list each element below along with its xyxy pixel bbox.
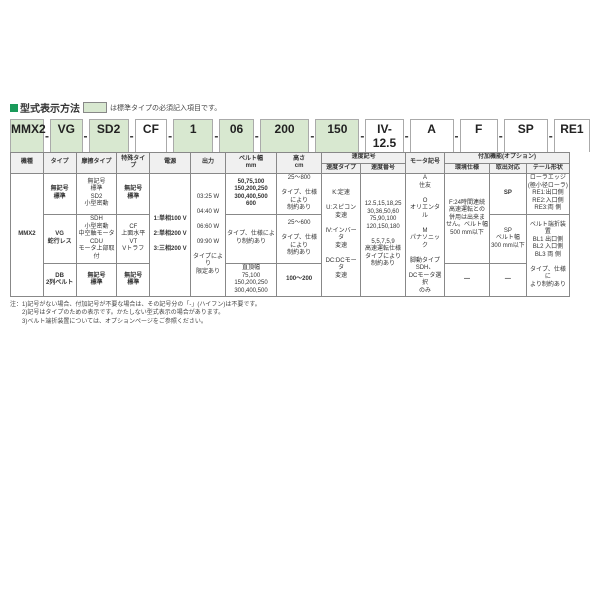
table-cell: CF上面水平VTVトラフ — [117, 214, 150, 264]
model-part: 150 — [315, 119, 359, 152]
table-cell: K:定速U:スピコン変速IV:インバータ変速DC:DCモータ変速 — [322, 174, 361, 297]
model-part: F — [460, 119, 498, 152]
column-subheader: 取出対応 — [490, 163, 527, 174]
spec-table-head: 機種タイプ摩擦タイプ特殊タイプ電源出力ベルト幅mm高さcm速度記号モータ記号付加… — [11, 153, 570, 174]
column-header: 電源 — [150, 153, 191, 174]
table-cell: SP — [490, 174, 527, 215]
table-cell: 無記号標準SD2小型密動 — [76, 174, 117, 215]
column-header: 出力 — [191, 153, 226, 174]
table-cell: SPベルト幅300 mm以下 — [490, 214, 527, 264]
column-header: 速度記号 — [322, 153, 406, 164]
footnote-line: 2)記号はタイプのための表示です。かたしない型式表示の場合があります。 — [10, 309, 590, 317]
table-cell: F:24時間連続高速運転との併用は出来ません。ベルト幅500 mm以下 — [444, 174, 489, 264]
column-header: 高さcm — [277, 153, 322, 174]
table-cell: タイプ、仕様により制約あり — [225, 214, 276, 264]
table-row: DB2列ベルト無記号標準無記号標準直頂幅75,100150,200,250300… — [11, 264, 570, 297]
column-subheader: 速度番号 — [361, 163, 406, 174]
table-cell: 無記号標準 — [43, 174, 76, 215]
legend-text: は標準タイプの必須記入項目です。 — [110, 103, 221, 113]
column-header: 特殊タイプ — [117, 153, 150, 174]
table-cell: — — [444, 264, 489, 297]
table-row: MMX2無記号標準無記号標準SD2小型密動無記号標準1:単相100 V2:単相2… — [11, 174, 570, 215]
section-title: 型式表示方法 — [20, 100, 80, 115]
table-cell: 25〜800タイプ、仕様により制約あり — [277, 174, 322, 215]
model-part: CF — [135, 119, 168, 152]
footnote-line: 3)ベルト端折装置については、オプションページをご参照ください。 — [10, 318, 590, 326]
column-header: 付加機能(オプション) — [444, 153, 569, 164]
legend-swatch — [83, 102, 107, 113]
column-subheader: 速度タイプ — [322, 163, 361, 174]
table-cell: ベルト端折装置BL1 出口側BL2 入口側BL3 両 側タイプ、仕様により制約あ… — [526, 214, 569, 297]
table-cell: 03:25 W04:40 W06:60 W09:90 Wタイプにより限定あり — [191, 174, 226, 297]
table-cell: 25〜600タイプ、仕様により制約あり — [277, 214, 322, 264]
table-cell: VG蛇行レス — [43, 214, 76, 264]
column-subheader: 環境仕様 — [444, 163, 489, 174]
model-part: IV-12.5 — [365, 119, 403, 152]
table-cell: 無記号標準 — [117, 174, 150, 215]
model-part: 06 — [219, 119, 253, 152]
model-part: 200 — [260, 119, 310, 152]
table-cell: 1:単相100 V2:単相200 V3:三相200 V — [150, 174, 191, 297]
column-header: 摩擦タイプ — [76, 153, 117, 174]
title-marker — [10, 104, 18, 112]
column-header: モータ記号 — [406, 153, 445, 174]
spec-table: 機種タイプ摩擦タイプ特殊タイプ電源出力ベルト幅mm高さcm速度記号モータ記号付加… — [10, 152, 570, 297]
footnote-line: 注：1)記号がない場合、付加記号が不要な場合は、その記号分の「-」(ハイフン)は… — [10, 301, 590, 309]
model-part: RE1 — [554, 119, 590, 152]
table-cell: A住友OオリエンタルMパナソニック脚動タイプSDH、DCモータ選択のみ — [406, 174, 445, 297]
model-part: MMX2 — [10, 119, 44, 152]
table-cell: 無記号標準 — [117, 264, 150, 297]
column-header: 機種 — [11, 153, 44, 174]
table-cell: 50,75,100150,200,250300,400,500600 — [225, 174, 276, 215]
model-part: SD2 — [89, 119, 129, 152]
table-cell: — — [490, 264, 527, 297]
table-cell: DB2列ベルト — [43, 264, 76, 297]
table-cell: SDH小型密動中空軸モータCDUモータ上部取付 — [76, 214, 117, 264]
footnotes: 注：1)記号がない場合、付加記号が不要な場合は、その記号分の「-」(ハイフン)は… — [10, 301, 590, 326]
model-part: 1 — [173, 119, 213, 152]
table-cell: ローラエッジ(極小径ローラ)RE1:出口側RE2:入口側RE3:両 側 — [526, 174, 569, 215]
column-subheader: テール形状 — [526, 163, 569, 174]
table-cell: 12.5,15,18,2530,36,50,6075,90,100120,150… — [361, 174, 406, 297]
spec-table-body: MMX2無記号標準無記号標準SD2小型密動無記号標準1:単相100 V2:単相2… — [11, 174, 570, 297]
column-header: ベルト幅mm — [225, 153, 276, 174]
table-cell: MMX2 — [11, 174, 44, 297]
column-header: タイプ — [43, 153, 76, 174]
model-part: VG — [50, 119, 83, 152]
table-cell: 100〜200 — [277, 264, 322, 297]
model-part: SP — [504, 119, 548, 152]
section-title-row: 型式表示方法 は標準タイプの必須記入項目です。 — [10, 100, 590, 115]
table-cell: 直頂幅75,100150,200,250300,400,500 — [225, 264, 276, 297]
table-cell: 無記号標準 — [76, 264, 117, 297]
model-designation-row: MMX2-VG-SD2-CF-1-06-200-150-IV-12.5-A-F-… — [10, 119, 590, 152]
model-part: A — [410, 119, 454, 152]
